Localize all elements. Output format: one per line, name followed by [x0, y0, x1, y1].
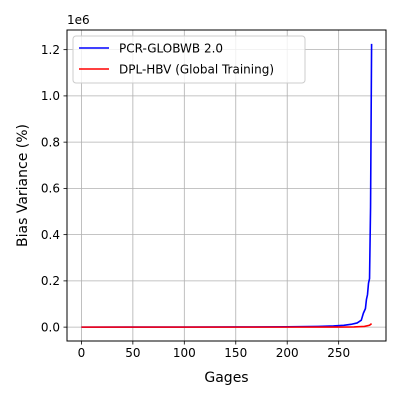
y-tick-label: 1.2 [41, 43, 60, 57]
y-axis-ticks: 0.0 0.2 0.4 0.6 0.8 1.0 1.2 [41, 43, 67, 334]
legend-label-dpl-hbv: DPL-HBV (Global Training) [119, 62, 274, 76]
x-axis-label: Gages [204, 370, 248, 386]
y-tick-label: 1.0 [41, 89, 60, 103]
x-tick-label: 50 [125, 346, 140, 360]
legend: PCR-GLOBWB 2.0 DPL-HBV (Global Training) [72, 35, 306, 84]
y-tick-label: 0.8 [41, 135, 60, 149]
x-tick-label: 150 [224, 346, 247, 360]
x-tick-label: 250 [327, 346, 350, 360]
plot-frame [66, 29, 387, 342]
y-axis-offset-label: 1e6 [67, 13, 90, 27]
x-axis-ticks: 0 50 100 150 200 250 [78, 341, 350, 360]
series-line-1 [81, 323, 373, 328]
y-tick-label: 0.6 [41, 182, 60, 196]
x-tick-label: 200 [276, 346, 299, 360]
y-tick-label: 0.2 [41, 274, 60, 288]
x-tick-label: 100 [173, 346, 196, 360]
legend-box [72, 35, 306, 84]
y-axis-label: Bias Variance (%) [15, 124, 31, 247]
legend-label-pcr-globwb: PCR-GLOBWB 2.0 [119, 41, 223, 55]
series-line-0 [81, 43, 373, 328]
y-tick-label: 0.4 [41, 228, 60, 242]
x-tick-label: 0 [78, 346, 86, 360]
y-tick-label: 0.0 [41, 320, 60, 334]
series-layer [81, 43, 373, 328]
